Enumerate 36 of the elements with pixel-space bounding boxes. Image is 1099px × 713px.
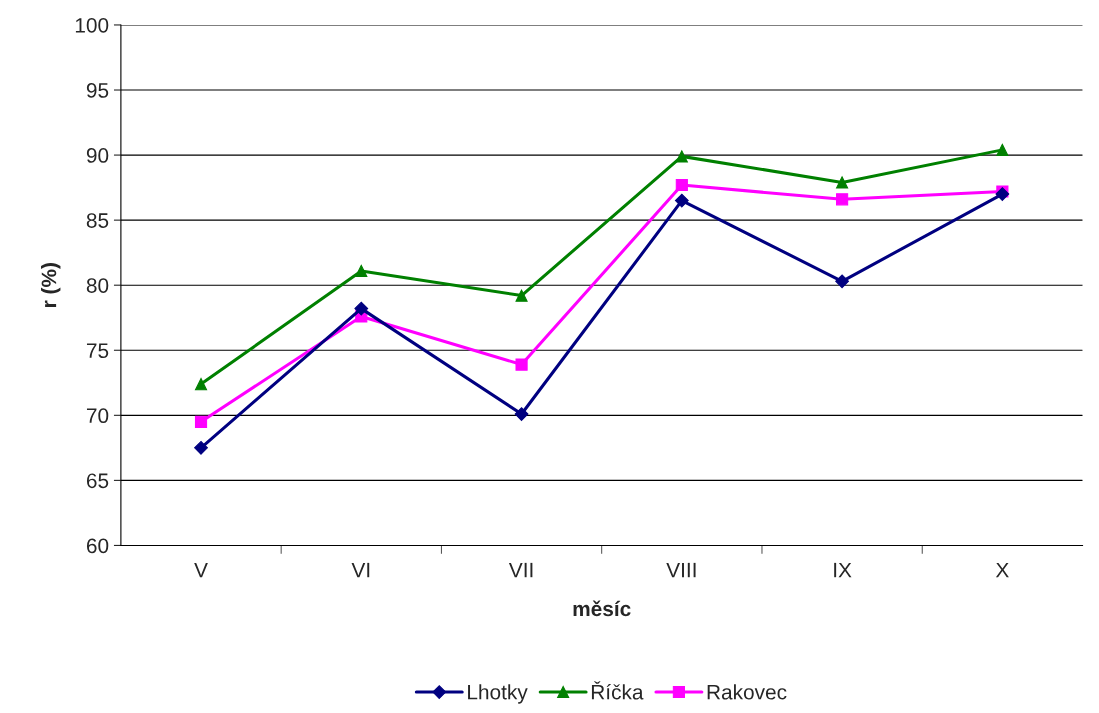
y-tick-label: 95 <box>86 83 109 98</box>
y-tick-label: 70 <box>86 408 109 424</box>
point <box>194 378 208 391</box>
point <box>515 289 528 302</box>
y-tick-label: 80 <box>86 278 109 293</box>
point <box>675 178 688 192</box>
y-tick-label: 75 <box>86 343 109 359</box>
point <box>514 407 529 421</box>
point <box>836 176 849 189</box>
point <box>675 150 688 163</box>
x-tick-label: V <box>194 562 208 578</box>
x-axis-title: měsíc <box>573 600 631 617</box>
y-tick-label: 65 <box>86 473 109 489</box>
legend-label: Říčka <box>591 681 644 700</box>
point <box>354 301 369 316</box>
point <box>835 274 850 289</box>
x-tick-label: VII <box>508 562 533 578</box>
y-tick-label: 60 <box>86 538 109 554</box>
legend-label: Lhotky <box>468 684 528 704</box>
y-tick-label: 100 <box>75 17 109 33</box>
point <box>996 143 1009 156</box>
point <box>995 187 1010 202</box>
x-tick-label: VIII <box>666 562 696 578</box>
point <box>194 440 208 455</box>
point <box>836 193 849 206</box>
point <box>194 415 208 428</box>
x-tick-label: X <box>995 562 1009 578</box>
y-tick-label: 90 <box>86 148 109 163</box>
x-tick-label: IX <box>834 562 852 578</box>
legend-label: Rakovec <box>707 684 787 700</box>
point <box>355 264 368 277</box>
y-tick-label: 85 <box>86 213 109 228</box>
point <box>674 193 689 208</box>
x-tick-label: VI <box>351 562 370 578</box>
y-axis-title: r (%) <box>41 263 61 307</box>
point <box>515 358 528 371</box>
